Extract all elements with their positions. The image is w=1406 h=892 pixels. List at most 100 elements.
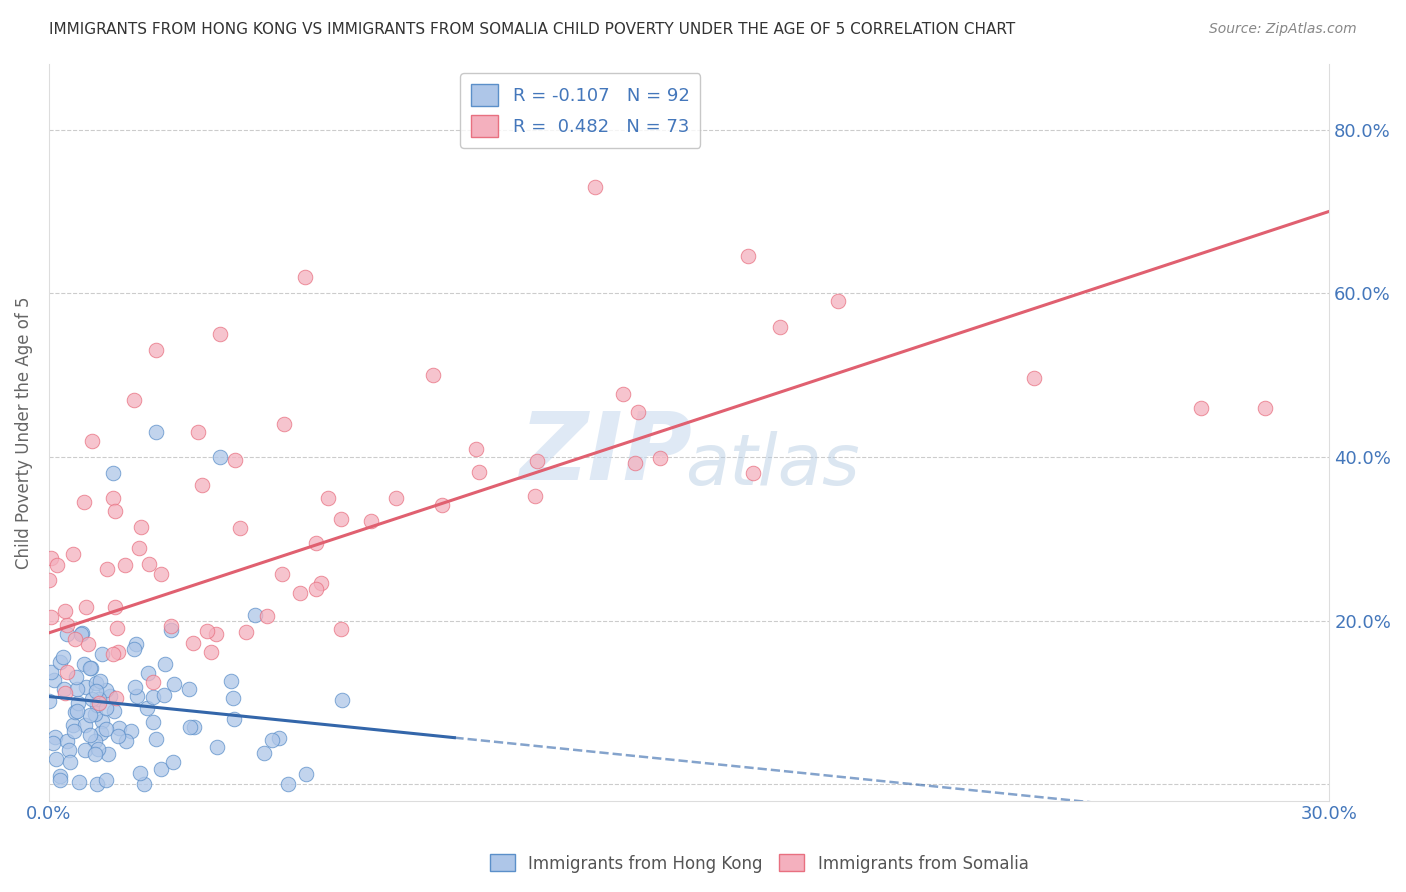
Point bbox=[208, 327, 231, 342]
Point bbox=[52, 649, 75, 664]
Point bbox=[464, 442, 486, 456]
Point bbox=[56, 618, 79, 632]
Point bbox=[107, 621, 129, 635]
Point bbox=[56, 734, 79, 748]
Point bbox=[132, 777, 155, 791]
Point bbox=[222, 712, 245, 726]
Point bbox=[86, 698, 108, 712]
Point bbox=[49, 655, 72, 669]
Point bbox=[79, 728, 101, 742]
Point bbox=[44, 673, 66, 688]
Point bbox=[94, 701, 117, 715]
Point bbox=[305, 535, 328, 549]
Point bbox=[294, 269, 316, 284]
Point bbox=[160, 618, 183, 632]
Point bbox=[1189, 401, 1212, 415]
Point bbox=[66, 696, 89, 710]
Point bbox=[66, 682, 89, 697]
Point bbox=[136, 666, 159, 681]
Point bbox=[135, 700, 157, 714]
Point bbox=[104, 690, 127, 705]
Point bbox=[385, 491, 408, 505]
Point bbox=[76, 637, 98, 651]
Text: atlas: atlas bbox=[685, 431, 859, 500]
Point bbox=[73, 495, 96, 509]
Point bbox=[91, 714, 114, 728]
Point bbox=[222, 691, 245, 706]
Point bbox=[83, 747, 105, 761]
Point bbox=[149, 567, 172, 582]
Point bbox=[73, 742, 96, 756]
Point bbox=[89, 673, 111, 688]
Point bbox=[150, 763, 173, 777]
Point bbox=[523, 489, 546, 503]
Point bbox=[104, 504, 127, 518]
Point bbox=[769, 319, 792, 334]
Point bbox=[626, 405, 648, 419]
Point bbox=[65, 670, 87, 684]
Point bbox=[145, 425, 167, 440]
Point bbox=[360, 514, 382, 528]
Point bbox=[55, 665, 77, 679]
Point bbox=[44, 731, 66, 745]
Point bbox=[98, 689, 121, 703]
Point bbox=[101, 647, 124, 661]
Point bbox=[80, 661, 103, 675]
Point bbox=[75, 680, 97, 694]
Point bbox=[103, 705, 125, 719]
Point bbox=[648, 451, 671, 466]
Point bbox=[288, 586, 311, 600]
Point bbox=[624, 456, 647, 470]
Point bbox=[742, 467, 765, 481]
Point bbox=[128, 541, 150, 555]
Point bbox=[94, 772, 117, 787]
Point bbox=[187, 425, 209, 440]
Point bbox=[39, 550, 62, 565]
Point bbox=[72, 626, 94, 640]
Point bbox=[316, 491, 339, 505]
Point bbox=[422, 368, 444, 382]
Point bbox=[205, 627, 228, 641]
Text: ZIP: ZIP bbox=[519, 409, 692, 500]
Point bbox=[94, 722, 117, 736]
Point bbox=[208, 450, 231, 464]
Point bbox=[84, 676, 107, 690]
Point bbox=[80, 434, 103, 448]
Point bbox=[62, 718, 84, 732]
Point bbox=[73, 657, 96, 671]
Point bbox=[142, 675, 165, 690]
Point bbox=[104, 600, 127, 615]
Point bbox=[253, 747, 276, 761]
Point bbox=[45, 752, 67, 766]
Point bbox=[42, 736, 65, 750]
Point bbox=[129, 766, 152, 780]
Point bbox=[1022, 370, 1045, 384]
Point bbox=[91, 647, 114, 661]
Point bbox=[162, 756, 184, 770]
Point bbox=[330, 623, 353, 637]
Point bbox=[124, 680, 146, 694]
Point bbox=[84, 734, 107, 748]
Point bbox=[583, 179, 606, 194]
Point bbox=[260, 733, 283, 747]
Point bbox=[271, 566, 294, 581]
Point bbox=[160, 624, 183, 638]
Point bbox=[330, 693, 353, 707]
Point bbox=[295, 767, 318, 781]
Point bbox=[191, 478, 214, 492]
Point bbox=[179, 720, 201, 734]
Point bbox=[224, 452, 246, 467]
Point bbox=[39, 665, 62, 679]
Point bbox=[70, 627, 93, 641]
Point bbox=[467, 466, 489, 480]
Point bbox=[107, 730, 129, 744]
Point bbox=[273, 417, 295, 432]
Point bbox=[94, 683, 117, 698]
Point bbox=[737, 249, 759, 263]
Point bbox=[39, 610, 62, 624]
Point bbox=[115, 733, 138, 747]
Point bbox=[63, 705, 86, 719]
Point bbox=[219, 673, 242, 688]
Point bbox=[142, 690, 165, 705]
Point bbox=[163, 677, 186, 691]
